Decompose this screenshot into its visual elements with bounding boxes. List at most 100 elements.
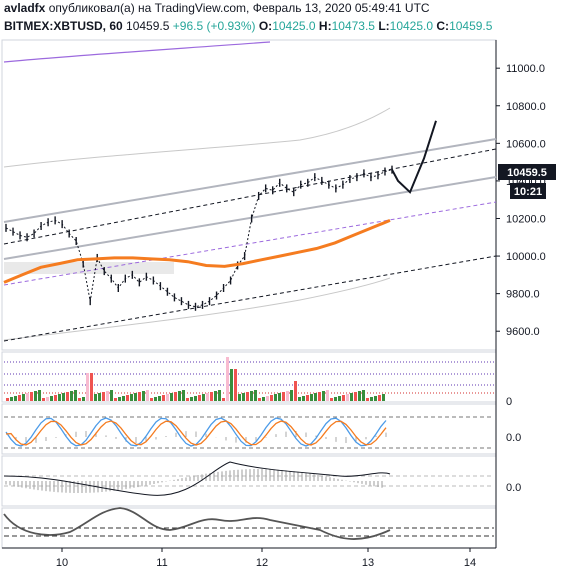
- volume-bar: [218, 390, 221, 401]
- volume-bar: [374, 396, 377, 401]
- volume-bar: [322, 391, 325, 401]
- volume-bar: [334, 397, 337, 401]
- volume-bar: [366, 398, 369, 401]
- volume-bar: [262, 397, 265, 401]
- time-tick-label: 13: [362, 557, 374, 569]
- channel-upper-line: [3, 138, 497, 223]
- volume-bar: [34, 391, 37, 401]
- volume-bar: [10, 397, 13, 401]
- stoch-plot: [4, 416, 494, 449]
- volume-bar: [90, 373, 93, 401]
- last-price: 10459.5: [126, 19, 170, 33]
- upper-band-line: [3, 41, 271, 63]
- author-name[interactable]: avladfx: [4, 1, 46, 15]
- volume-bar: [54, 395, 57, 401]
- low-label: L:: [378, 19, 390, 33]
- volume-bar: [278, 393, 281, 401]
- volume-bar: [110, 390, 113, 401]
- volume-bar: [358, 391, 361, 401]
- volume-bar: [42, 398, 45, 401]
- stoch-d-line: [5, 420, 387, 446]
- volume-bar: [74, 390, 77, 401]
- volume-bar: [270, 395, 273, 401]
- volume-bar: [306, 395, 309, 401]
- volume-bar: [378, 395, 381, 401]
- time-axis[interactable]: 10 11 12 13 14: [56, 548, 476, 569]
- time-tick-label: 11: [156, 557, 167, 569]
- macd-pane[interactable]: [1, 455, 497, 507]
- main-pane[interactable]: [1, 39, 497, 351]
- volume-bar: [226, 357, 229, 401]
- low-value: 10425.0: [389, 19, 434, 33]
- volume-bar: [206, 393, 209, 401]
- open-label: O:: [258, 19, 273, 33]
- stoch-pane[interactable]: [1, 403, 497, 455]
- volume-bar: [122, 396, 125, 401]
- volume-bar: [234, 369, 237, 401]
- dashed-mid-line: [3, 201, 497, 286]
- volume-bar: [146, 390, 149, 401]
- volume-bar: [50, 396, 53, 401]
- volume-bar: [266, 396, 269, 401]
- lower-volatility-band: [3, 277, 391, 341]
- price-series-line: [5, 169, 393, 308]
- volume-bar: [178, 391, 181, 401]
- volume-bar: [354, 392, 357, 401]
- volume-bar: [154, 397, 157, 401]
- publish-text: опубликовал(а) на TradingView.com, Февра…: [48, 1, 430, 15]
- volume-bar: [202, 394, 205, 401]
- price-tick-label: 11000.0: [506, 63, 545, 75]
- volume-bar: [166, 394, 169, 401]
- high-value: 10473.5: [331, 19, 375, 33]
- volume-bar: [194, 396, 197, 401]
- volume-bar: [86, 373, 89, 401]
- volume-bar: [246, 392, 249, 401]
- volume-bar: [338, 396, 341, 401]
- moving-average-line: [3, 219, 391, 284]
- price-axis[interactable]: 11000.010800.010600.010400.010200.010000…: [496, 63, 546, 338]
- volume-bar: [14, 396, 17, 401]
- volume-bar: [30, 392, 33, 401]
- volume-bar: [326, 390, 329, 401]
- volume-bar: [58, 394, 61, 401]
- volume-bar: [142, 391, 145, 401]
- price-tick-label: 10800.0: [506, 101, 546, 113]
- volume-bar: [310, 394, 313, 401]
- volume-bar: [162, 395, 165, 401]
- time-badge-bg: [510, 183, 546, 199]
- volume-bar: [230, 369, 233, 401]
- volume-bar: [182, 390, 185, 401]
- volume-bar: [290, 390, 293, 401]
- volume-bar: [82, 397, 85, 401]
- high-label: H:: [318, 19, 332, 33]
- volume-bar: [286, 391, 289, 401]
- volume-bar: [134, 393, 137, 401]
- volume-bar: [330, 398, 333, 401]
- dashed-lower-line: [3, 255, 497, 342]
- volume-bar: [6, 398, 9, 401]
- volume-bar: [298, 397, 301, 401]
- time-badge: 10:21: [514, 186, 542, 198]
- volume-bar: [318, 392, 321, 401]
- volume-bar: [346, 394, 349, 401]
- osc-plot: [3, 507, 494, 540]
- symbol-name[interactable]: BITMEX:XBTUSD, 60: [4, 19, 123, 33]
- stoch-zero-label: 0.0: [506, 432, 521, 444]
- volume-bar: [138, 392, 141, 401]
- price-tick-label: 10200.0: [506, 213, 546, 225]
- volume-bar: [350, 393, 353, 401]
- price-tick-label: 9800.0: [506, 289, 540, 301]
- volume-bar: [94, 394, 97, 401]
- price-tick-label: 10600.0: [506, 138, 546, 150]
- volume-bar: [294, 381, 297, 401]
- time-tick-label: 10: [56, 557, 68, 569]
- main-plot: [3, 41, 497, 342]
- volume-bar: [170, 393, 173, 401]
- volume-bar: [186, 398, 189, 401]
- volume-plot: [4, 357, 494, 401]
- price-change: +96.5 (+0.93%): [172, 19, 256, 33]
- price-tick-label: 10000.0: [506, 251, 546, 263]
- close-value: 10459.5: [449, 19, 493, 33]
- upper-volatility-band: [3, 107, 391, 168]
